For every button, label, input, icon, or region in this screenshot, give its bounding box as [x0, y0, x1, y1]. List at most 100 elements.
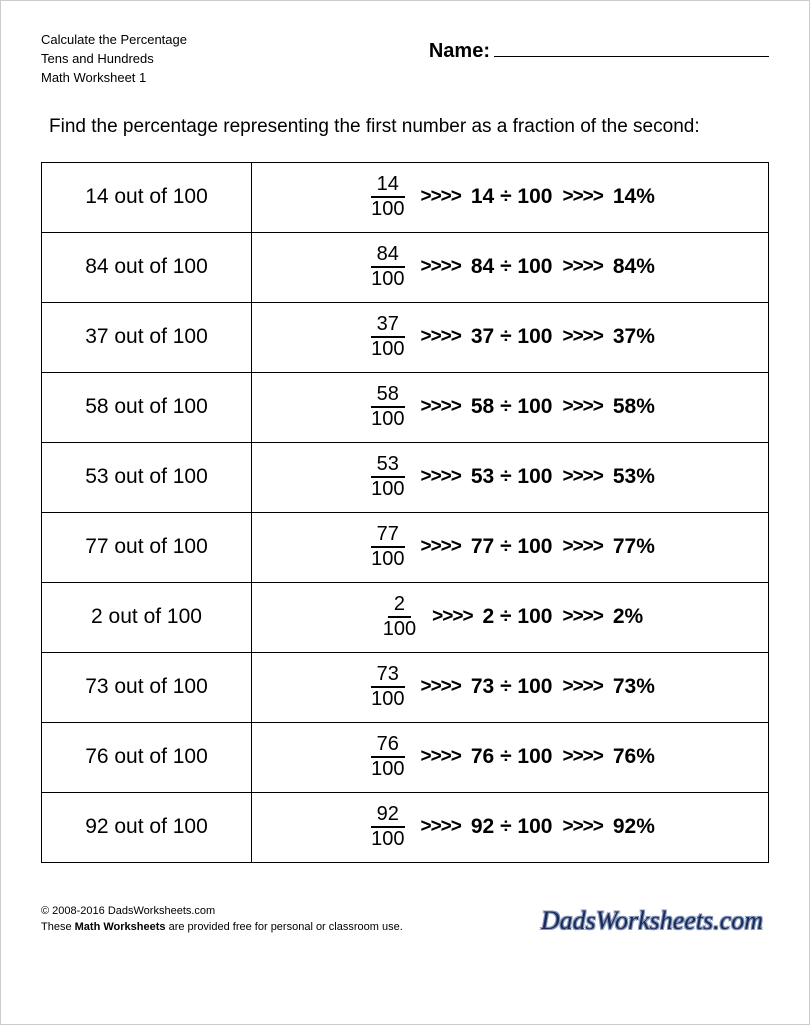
fraction-numerator: 76: [371, 734, 405, 758]
division-expression: 58 ÷ 100: [471, 395, 553, 419]
fraction: 37100: [365, 314, 410, 360]
fraction: 58100: [365, 384, 410, 430]
percent-result: 84%: [613, 255, 655, 279]
percent-result: 37%: [613, 325, 655, 349]
percent-result: 2%: [613, 605, 643, 629]
division-expression: 76 ÷ 100: [471, 745, 553, 769]
percent-result: 53%: [613, 465, 655, 489]
header-left: Calculate the Percentage Tens and Hundre…: [41, 31, 187, 88]
problem-work: 37100 >>>> 37 ÷ 100 >>>> 37%: [252, 303, 768, 372]
percent-result: 14%: [613, 185, 655, 209]
header-title-line2: Tens and Hundreds: [41, 50, 187, 69]
fraction-denominator: 100: [365, 198, 410, 220]
table-row: 73 out of 100 73100 >>>> 73 ÷ 100 >>>> 73%: [42, 653, 768, 723]
fraction: 73100: [365, 664, 410, 710]
arrow-icon: >>>>: [420, 326, 460, 348]
footer-left: © 2008-2016 DadsWorksheets.com These Mat…: [41, 903, 403, 936]
fraction-denominator: 100: [365, 688, 410, 710]
arrow-icon: >>>>: [420, 466, 460, 488]
arrow-icon: >>>>: [562, 396, 602, 418]
problem-prompt: 2 out of 100: [42, 583, 252, 652]
fraction: 14100: [365, 174, 410, 220]
table-row: 2 out of 1002100>>>>2 ÷ 100>>>>2%: [42, 583, 768, 653]
table-row: 84 out of 10084100>>>>84 ÷ 100>>>>84%: [42, 233, 768, 303]
percent-result: 76%: [613, 745, 655, 769]
arrow-icon: >>>>: [420, 536, 460, 558]
brand-logo: DadsWorksheets.com: [541, 906, 769, 936]
fraction: 92100: [365, 804, 410, 850]
worksheet-page: Calculate the Percentage Tens and Hundre…: [0, 0, 810, 1025]
arrow-icon: >>>>: [420, 746, 460, 768]
fraction-denominator: 100: [365, 338, 410, 360]
problem-work: 53100 >>>> 53 ÷ 100 >>>> 53%: [252, 443, 768, 512]
problem-work: 92100 >>>> 92 ÷ 100 >>>> 92%: [252, 793, 768, 862]
fraction-numerator: 77: [371, 524, 405, 548]
instructions: Find the percentage representing the fir…: [49, 116, 769, 138]
fraction-denominator: 100: [365, 478, 410, 500]
table-row: 92 out of 100 92100 >>>> 92 ÷ 100 >>>> 92%: [42, 793, 768, 863]
arrow-icon: >>>>: [562, 256, 602, 278]
table-row: 77 out of 10077100>>>>77 ÷ 100>>>>77%: [42, 513, 768, 583]
problem-prompt: 58 out of 100: [42, 373, 252, 442]
division-expression: 37 ÷ 100: [471, 325, 553, 349]
arrow-icon: >>>>: [562, 326, 602, 348]
arrow-icon: >>>>: [420, 256, 460, 278]
fraction: 76100: [365, 734, 410, 780]
arrow-icon: >>>>: [562, 746, 602, 768]
fraction-numerator: 58: [371, 384, 405, 408]
problem-work: 58100>>>>58 ÷ 100>>>>58%: [252, 373, 768, 442]
percent-result: 92%: [613, 815, 655, 839]
fraction-denominator: 100: [365, 548, 410, 570]
copyright: © 2008-2016 DadsWorksheets.com: [41, 903, 403, 920]
arrow-icon: >>>>: [562, 606, 602, 628]
fraction: 77100: [365, 524, 410, 570]
arrow-icon: >>>>: [432, 606, 472, 628]
arrow-icon: >>>>: [420, 816, 460, 838]
fraction-numerator: 84: [371, 244, 405, 268]
percent-result: 77%: [613, 535, 655, 559]
problem-work: 2100>>>>2 ÷ 100>>>>2%: [252, 583, 768, 652]
table-row: 58 out of 10058100>>>>58 ÷ 100>>>>58%: [42, 373, 768, 443]
arrow-icon: >>>>: [562, 676, 602, 698]
arrow-icon: >>>>: [562, 466, 602, 488]
arrow-icon: >>>>: [562, 816, 602, 838]
fraction-numerator: 2: [388, 594, 411, 618]
percent-result: 73%: [613, 675, 655, 699]
arrow-icon: >>>>: [562, 536, 602, 558]
problem-prompt: 37 out of 100: [42, 303, 252, 372]
footer: © 2008-2016 DadsWorksheets.com These Mat…: [41, 903, 769, 936]
problem-prompt: 76 out of 100: [42, 723, 252, 792]
arrow-icon: >>>>: [420, 186, 460, 208]
fraction-numerator: 37: [371, 314, 405, 338]
division-expression: 73 ÷ 100: [471, 675, 553, 699]
header: Calculate the Percentage Tens and Hundre…: [41, 31, 769, 88]
problem-prompt: 73 out of 100: [42, 653, 252, 722]
fraction: 2100: [377, 594, 422, 640]
fraction: 84100: [365, 244, 410, 290]
division-expression: 14 ÷ 100: [471, 185, 553, 209]
problem-prompt: 92 out of 100: [42, 793, 252, 862]
table-row: 76 out of 100 76100 >>>> 76 ÷ 100 >>>> 76%: [42, 723, 768, 793]
problem-work: 73100 >>>> 73 ÷ 100 >>>> 73%: [252, 653, 768, 722]
division-expression: 53 ÷ 100: [471, 465, 553, 489]
arrow-icon: >>>>: [420, 396, 460, 418]
problem-work: 77100 >>>> 77 ÷ 100 >>>> 77%: [252, 513, 768, 582]
fraction-denominator: 100: [365, 268, 410, 290]
fraction-numerator: 92: [371, 804, 405, 828]
fraction: 53100: [365, 454, 410, 500]
fraction-denominator: 100: [377, 618, 422, 640]
usage-note: These Math Worksheets are provided free …: [41, 919, 403, 936]
table-row: 53 out of 100 53100 >>>> 53 ÷ 100 >>>> 53%: [42, 443, 768, 513]
division-expression: 77 ÷ 100: [471, 535, 553, 559]
name-field: Name:: [429, 39, 769, 63]
division-expression: 92 ÷ 100: [471, 815, 553, 839]
name-underline: [494, 39, 769, 57]
header-title-line1: Calculate the Percentage: [41, 31, 187, 50]
arrow-icon: >>>>: [562, 186, 602, 208]
arrow-icon: >>>>: [420, 676, 460, 698]
problem-prompt: 53 out of 100: [42, 443, 252, 512]
name-label: Name:: [429, 40, 490, 63]
fraction-denominator: 100: [365, 828, 410, 850]
problem-prompt: 84 out of 100: [42, 233, 252, 302]
fraction-numerator: 73: [371, 664, 405, 688]
